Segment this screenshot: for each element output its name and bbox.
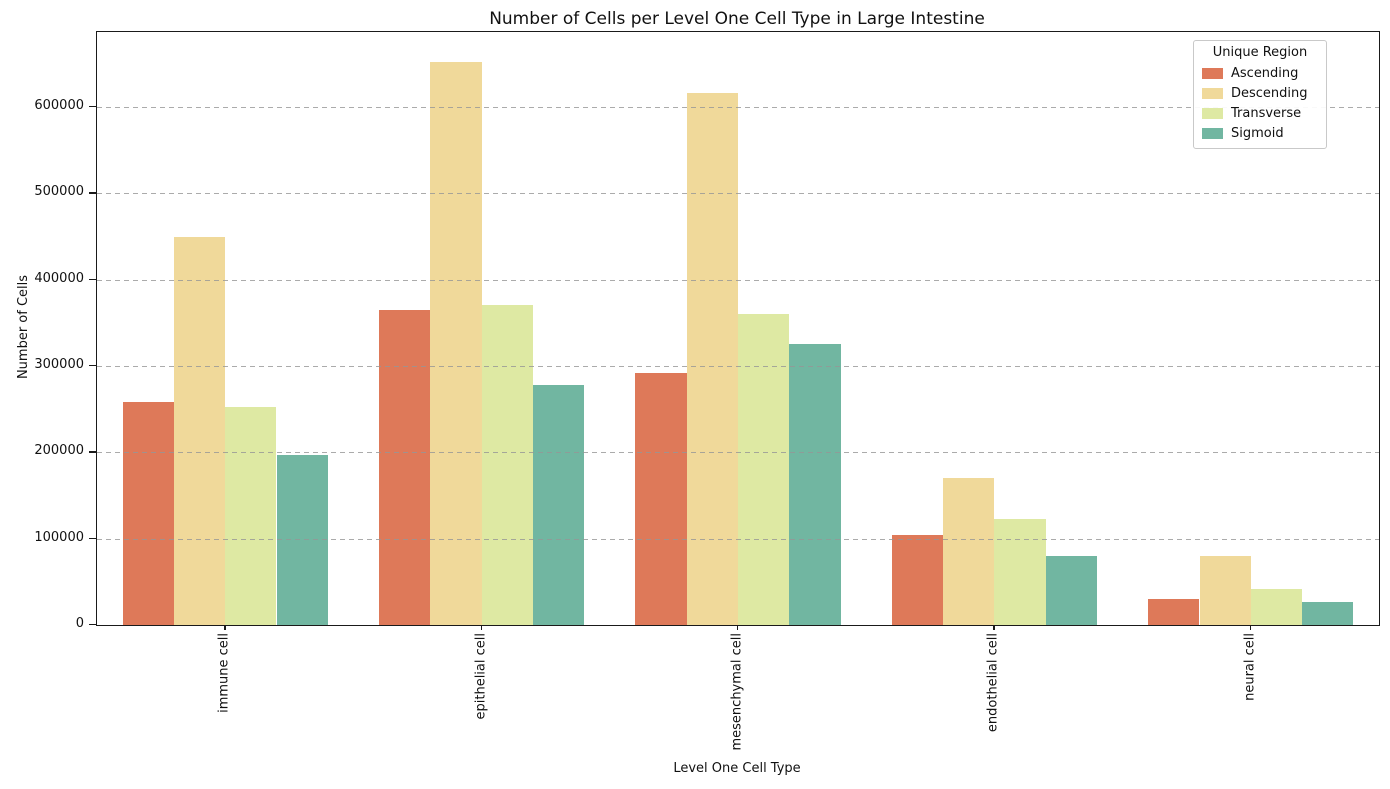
grid-line-400000 — [97, 279, 1379, 281]
legend-label-descending: Descending — [1231, 85, 1308, 101]
y-tick-mark-100000 — [89, 537, 96, 540]
legend-swatch-transverse — [1202, 107, 1223, 119]
legend-label-ascending: Ascending — [1231, 65, 1299, 81]
legend-item-ascending: Ascending — [1194, 63, 1326, 83]
bar-descending-neural-cell — [1199, 555, 1251, 625]
grid-line-200000 — [97, 452, 1379, 454]
legend-item-sigmoid: Sigmoid — [1194, 123, 1326, 143]
bar-descending-immune-cell — [173, 236, 226, 625]
bar-transverse-mesenchymal-cell — [738, 314, 790, 625]
y-tick-mark-0 — [89, 624, 96, 626]
legend-swatch-ascending — [1202, 67, 1223, 79]
legend: Unique Region Ascending Descending Transve… — [1193, 40, 1327, 149]
legend-item-transverse: Transverse — [1194, 103, 1326, 123]
y-tick-mark-300000 — [89, 365, 96, 367]
legend-item-descending: Descending — [1194, 83, 1326, 103]
bar-ascending-epithelial-cell — [379, 309, 431, 625]
bar-transverse-neural-cell — [1250, 588, 1303, 625]
y-tick-label-200000: 200000 — [34, 443, 84, 459]
grid-line-600000 — [97, 107, 1379, 109]
chart-title: Number of Cells per Level One Cell Type … — [489, 9, 985, 29]
x-tick-label-immune-cell: immune cell — [216, 633, 232, 713]
x-tick-mark-mesenchymal-cell — [737, 625, 739, 630]
bar-descending-mesenchymal-cell — [686, 93, 738, 625]
grid-line-500000 — [97, 193, 1379, 195]
x-tick-label-mesenchymal-cell: mesenchymal cell — [729, 633, 745, 751]
y-tick-label-100000: 100000 — [34, 529, 84, 545]
y-tick-label-300000: 300000 — [34, 357, 84, 372]
bar-sigmoid-epithelial-cell — [532, 385, 585, 625]
plot-area — [96, 31, 1380, 626]
bar-sigmoid-neural-cell — [1302, 601, 1354, 625]
legend-swatch-descending — [1202, 87, 1223, 99]
bar-ascending-immune-cell — [122, 402, 174, 625]
x-tick-mark-endothelial-cell — [993, 625, 995, 630]
x-tick-mark-neural-cell — [1249, 625, 1252, 630]
bar-descending-epithelial-cell — [430, 62, 482, 625]
y-tick-label-400000: 400000 — [34, 270, 84, 286]
legend-label-transverse: Transverse — [1231, 105, 1302, 121]
x-tick-label-endothelial-cell: endothelial cell — [985, 633, 1001, 733]
y-tick-mark-600000 — [89, 106, 96, 108]
legend-label-sigmoid: Sigmoid — [1231, 125, 1284, 141]
y-tick-mark-500000 — [89, 192, 96, 194]
x-tick-label-neural-cell: neural cell — [1242, 633, 1258, 701]
y-tick-label-600000: 600000 — [34, 98, 84, 114]
grid-line-300000 — [97, 366, 1379, 367]
x-tick-label-epithelial-cell: epithelial cell — [473, 633, 489, 720]
x-axis-label: Level One Cell Type — [673, 761, 801, 776]
y-tick-mark-400000 — [89, 278, 96, 281]
bar-ascending-endothelial-cell — [891, 535, 944, 625]
bar-sigmoid-mesenchymal-cell — [789, 343, 841, 625]
legend-swatch-sigmoid — [1202, 127, 1223, 139]
bar-descending-endothelial-cell — [943, 478, 995, 625]
x-tick-mark-epithelial-cell — [480, 625, 482, 630]
legend-title: Unique Region — [1212, 45, 1308, 60]
bar-ascending-neural-cell — [1148, 599, 1200, 625]
y-tick-mark-200000 — [89, 451, 96, 453]
bar-sigmoid-endothelial-cell — [1045, 555, 1097, 625]
x-tick-mark-immune-cell — [224, 625, 226, 630]
bar-transverse-endothelial-cell — [994, 518, 1046, 625]
legend-items: Ascending Descending Transverse Sigmoid — [1194, 63, 1326, 143]
bar-transverse-epithelial-cell — [481, 304, 533, 625]
bar-ascending-mesenchymal-cell — [635, 373, 687, 625]
grid-line-100000 — [97, 538, 1379, 540]
bar-transverse-immune-cell — [225, 406, 277, 625]
y-tick-label-500000: 500000 — [34, 184, 84, 200]
bar-sigmoid-immune-cell — [276, 455, 328, 625]
y-tick-label-0: 0 — [75, 616, 84, 631]
